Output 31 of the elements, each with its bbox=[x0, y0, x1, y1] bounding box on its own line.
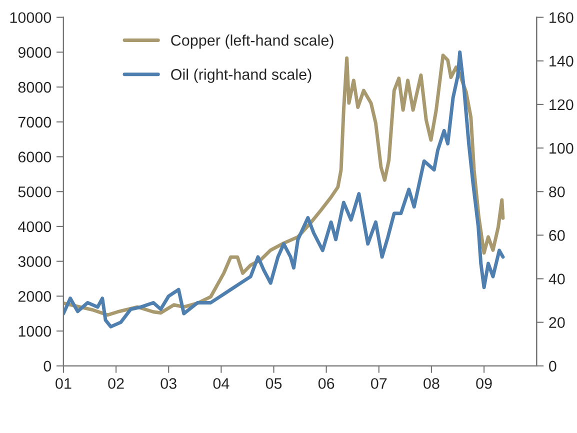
y2-tick-label: 120 bbox=[550, 99, 574, 110]
y-tick-label: 7000 bbox=[18, 116, 52, 128]
y2-tick-label: 100 bbox=[550, 142, 574, 154]
y-tick-label: 5000 bbox=[18, 186, 52, 198]
y-tick-label: 3000 bbox=[18, 256, 52, 267]
y-tick-label: 6000 bbox=[18, 152, 52, 162]
x-tick-label: 05 bbox=[266, 378, 282, 389]
legend-label: Oil (right-hand scale) bbox=[171, 68, 312, 83]
legend-label: Copper (left-hand scale) bbox=[171, 34, 334, 49]
y2-tick-label: 40 bbox=[548, 274, 565, 284]
y-tick-label: 8000 bbox=[18, 82, 52, 93]
x-tick-label: 03 bbox=[160, 378, 176, 389]
x-tick-label: 08 bbox=[424, 378, 440, 389]
y2-tick-label: 60 bbox=[549, 230, 565, 241]
x-tick-label: 01 bbox=[56, 378, 72, 389]
y-tick-label: 1000 bbox=[18, 326, 52, 337]
y-tick-label: 10000 bbox=[10, 12, 52, 24]
x-tick-label: 07 bbox=[371, 378, 387, 389]
y2-tick-label: 20 bbox=[549, 317, 565, 328]
y2-tick-label: 80 bbox=[549, 186, 565, 198]
y2-tick-label: 140 bbox=[550, 56, 574, 67]
y-tick-label: 9000 bbox=[18, 47, 52, 58]
y-tick-label: 2000 bbox=[18, 291, 52, 302]
x-tick-label: 06 bbox=[318, 378, 334, 389]
x-tick-label: 04 bbox=[213, 378, 230, 389]
y2-tick-label: 160 bbox=[550, 12, 574, 24]
x-tick-label: 02 bbox=[108, 378, 124, 389]
y2-tick-label: 0 bbox=[549, 360, 556, 372]
x-tick-label: 09 bbox=[476, 378, 492, 389]
y-tick-label: 4000 bbox=[18, 221, 52, 232]
y-tick-label: 0 bbox=[44, 360, 52, 372]
